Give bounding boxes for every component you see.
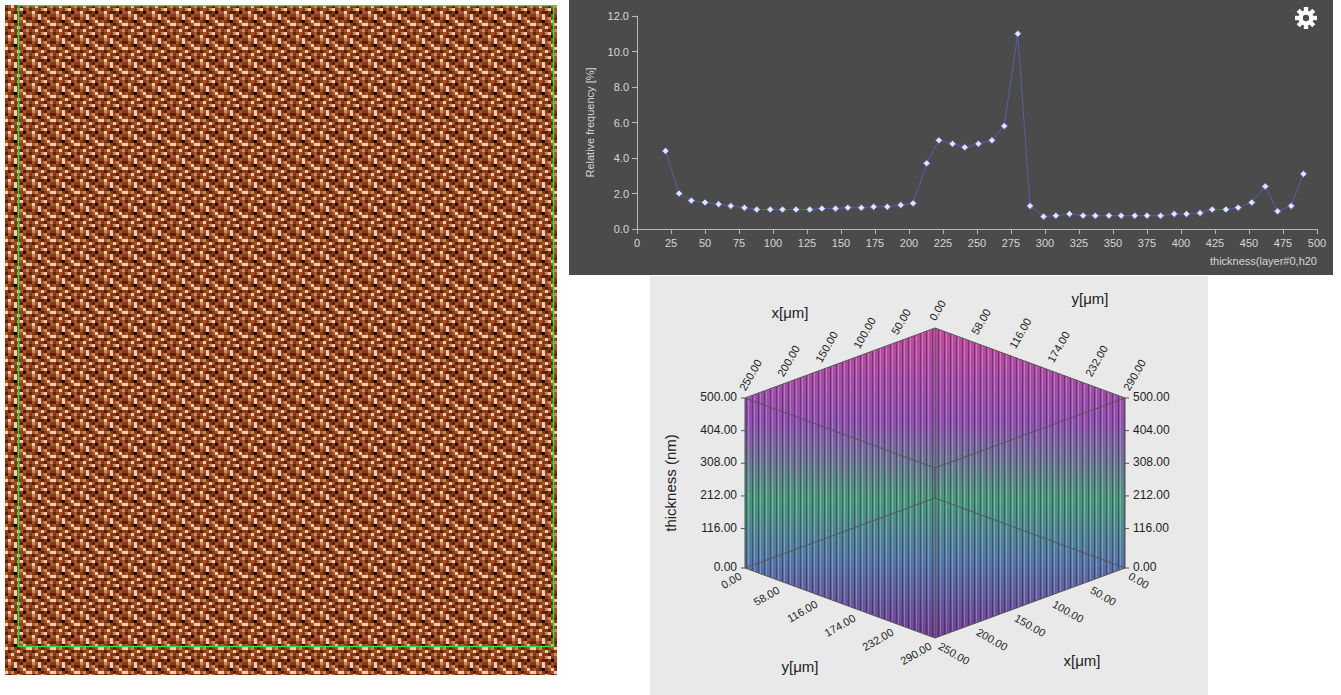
- svg-text:212.00: 212.00: [700, 488, 737, 502]
- svg-text:Relative frequency [%]: Relative frequency [%]: [584, 67, 596, 177]
- svg-text:0: 0: [634, 237, 640, 249]
- svg-text:290.00: 290.00: [898, 640, 933, 667]
- svg-text:375: 375: [1138, 237, 1156, 249]
- svg-text:50.00: 50.00: [889, 307, 913, 337]
- svg-text:12.0: 12.0: [608, 10, 629, 22]
- svg-text:116.00: 116.00: [701, 521, 737, 535]
- svg-text:y[μm]: y[μm]: [1072, 290, 1109, 307]
- svg-text:450: 450: [1240, 237, 1258, 249]
- svg-text:400: 400: [1172, 237, 1190, 249]
- svg-text:250.00: 250.00: [937, 640, 972, 667]
- svg-text:225: 225: [934, 237, 952, 249]
- svg-text:100.00: 100.00: [851, 315, 878, 350]
- svg-text:0.00: 0.00: [713, 560, 737, 575]
- svg-text:290.00: 290.00: [1121, 357, 1148, 392]
- svg-text:2.0: 2.0: [614, 188, 629, 200]
- svg-text:6.0: 6.0: [614, 117, 629, 129]
- svg-text:116.00: 116.00: [1133, 521, 1169, 535]
- svg-text:thickness (nm): thickness (nm): [662, 434, 679, 532]
- svg-text:174.00: 174.00: [1045, 329, 1072, 364]
- svg-text:500.00: 500.00: [700, 390, 737, 404]
- svg-text:116.00: 116.00: [785, 598, 819, 625]
- svg-text:100.00: 100.00: [1051, 598, 1086, 625]
- svg-text:200.00: 200.00: [775, 343, 802, 378]
- svg-text:150: 150: [832, 237, 850, 249]
- svg-text:212.00: 212.00: [1133, 488, 1170, 502]
- svg-text:350: 350: [1104, 237, 1122, 249]
- svg-text:404.00: 404.00: [1133, 423, 1170, 437]
- svg-text:232.00: 232.00: [1083, 343, 1110, 378]
- svg-text:50.00: 50.00: [1089, 584, 1119, 608]
- svg-text:308.00: 308.00: [700, 455, 737, 469]
- svg-text:116.00: 116.00: [1007, 316, 1034, 350]
- svg-text:308.00: 308.00: [1133, 455, 1170, 469]
- svg-text:475: 475: [1274, 237, 1292, 249]
- svg-text:174.00: 174.00: [822, 612, 857, 639]
- svg-text:x[μm]: x[μm]: [772, 304, 809, 321]
- svg-text:500: 500: [1308, 237, 1326, 249]
- svg-text:0.00: 0.00: [1133, 560, 1157, 575]
- svg-text:175: 175: [866, 237, 884, 249]
- svg-text:thickness(layer#0,h20: thickness(layer#0,h20: [1210, 255, 1317, 267]
- svg-text:425: 425: [1206, 237, 1224, 249]
- svg-text:50: 50: [699, 237, 711, 249]
- svg-text:300: 300: [1036, 237, 1054, 249]
- svg-text:250: 250: [968, 237, 986, 249]
- svg-text:4.0: 4.0: [614, 152, 629, 164]
- svg-text:x[μm]: x[μm]: [1064, 652, 1101, 669]
- svg-text:325: 325: [1070, 237, 1088, 249]
- svg-text:200.00: 200.00: [975, 626, 1010, 653]
- svg-text:0.00: 0.00: [927, 298, 948, 323]
- svg-text:0.00: 0.00: [1127, 570, 1152, 591]
- svg-text:150.00: 150.00: [1013, 612, 1048, 639]
- svg-text:0.00: 0.00: [719, 570, 744, 591]
- svg-text:75: 75: [733, 237, 745, 249]
- svg-text:150.00: 150.00: [813, 329, 840, 364]
- svg-text:200: 200: [900, 237, 918, 249]
- svg-text:500.00: 500.00: [1133, 390, 1170, 404]
- svg-text:58.00: 58.00: [752, 584, 782, 608]
- svg-text:58.00: 58.00: [969, 307, 993, 337]
- svg-text:232.00: 232.00: [860, 626, 895, 653]
- svg-text:10.0: 10.0: [608, 46, 629, 58]
- svg-text:250.00: 250.00: [737, 357, 764, 392]
- svg-text:275: 275: [1002, 237, 1020, 249]
- svg-text:125: 125: [798, 237, 816, 249]
- svg-text:404.00: 404.00: [700, 423, 737, 437]
- svg-text:100: 100: [764, 237, 782, 249]
- svg-text:0.0: 0.0: [614, 223, 629, 235]
- svg-text:25: 25: [665, 237, 677, 249]
- svg-text:y[μm]: y[μm]: [782, 658, 819, 675]
- svg-text:8.0: 8.0: [614, 81, 629, 93]
